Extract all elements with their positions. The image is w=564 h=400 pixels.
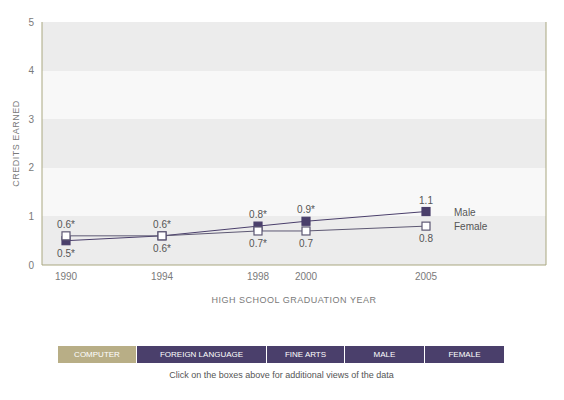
svg-text:0.7: 0.7 <box>299 238 313 249</box>
svg-text:0.5*: 0.5* <box>57 248 75 259</box>
svg-text:0: 0 <box>28 260 34 271</box>
html-text:Click on the boxes above for a: Click on the boxes above for additional … <box>169 370 394 380</box>
svg-text:2000: 2000 <box>295 271 318 282</box>
svg-text:2005: 2005 <box>415 271 438 282</box>
svg-text:1: 1 <box>28 211 34 222</box>
svg-text:4: 4 <box>28 65 34 76</box>
html-text:MALE: MALE <box>373 350 396 359</box>
html-text:FINE ARTS: FINE ARTS <box>284 350 327 359</box>
svg-text:1990: 1990 <box>55 271 78 282</box>
svg-text:0.9*: 0.9* <box>297 204 315 215</box>
svg-text:0.7*: 0.7* <box>249 238 267 249</box>
svg-text:0.8: 0.8 <box>419 233 433 244</box>
html-text:FOREIGN LANGUAGE: FOREIGN LANGUAGE <box>159 350 244 359</box>
svg-text:Male: Male <box>454 207 476 218</box>
svg-text:0.6*: 0.6* <box>153 243 171 254</box>
svg-text:0.6*: 0.6* <box>153 219 171 230</box>
svg-text:1998: 1998 <box>247 271 270 282</box>
svg-text:0.8*: 0.8* <box>249 209 267 220</box>
svg-text:HIGH SCHOOL GRADUATION YEAR: HIGH SCHOOL GRADUATION YEAR <box>212 295 377 305</box>
svg-text:2: 2 <box>28 162 34 173</box>
svg-text:Female: Female <box>454 221 488 232</box>
html-text:FEMALE: FEMALE <box>448 350 481 359</box>
svg-text:CREDITS EARNED: CREDITS EARNED <box>11 100 21 187</box>
svg-text:3: 3 <box>28 114 34 125</box>
svg-text:5: 5 <box>28 17 34 28</box>
html-text:COMPUTER: COMPUTER <box>74 350 120 359</box>
svg-text:1.1: 1.1 <box>419 195 433 206</box>
svg-text:1994: 1994 <box>151 271 174 282</box>
svg-text:0.6*: 0.6* <box>57 219 75 230</box>
